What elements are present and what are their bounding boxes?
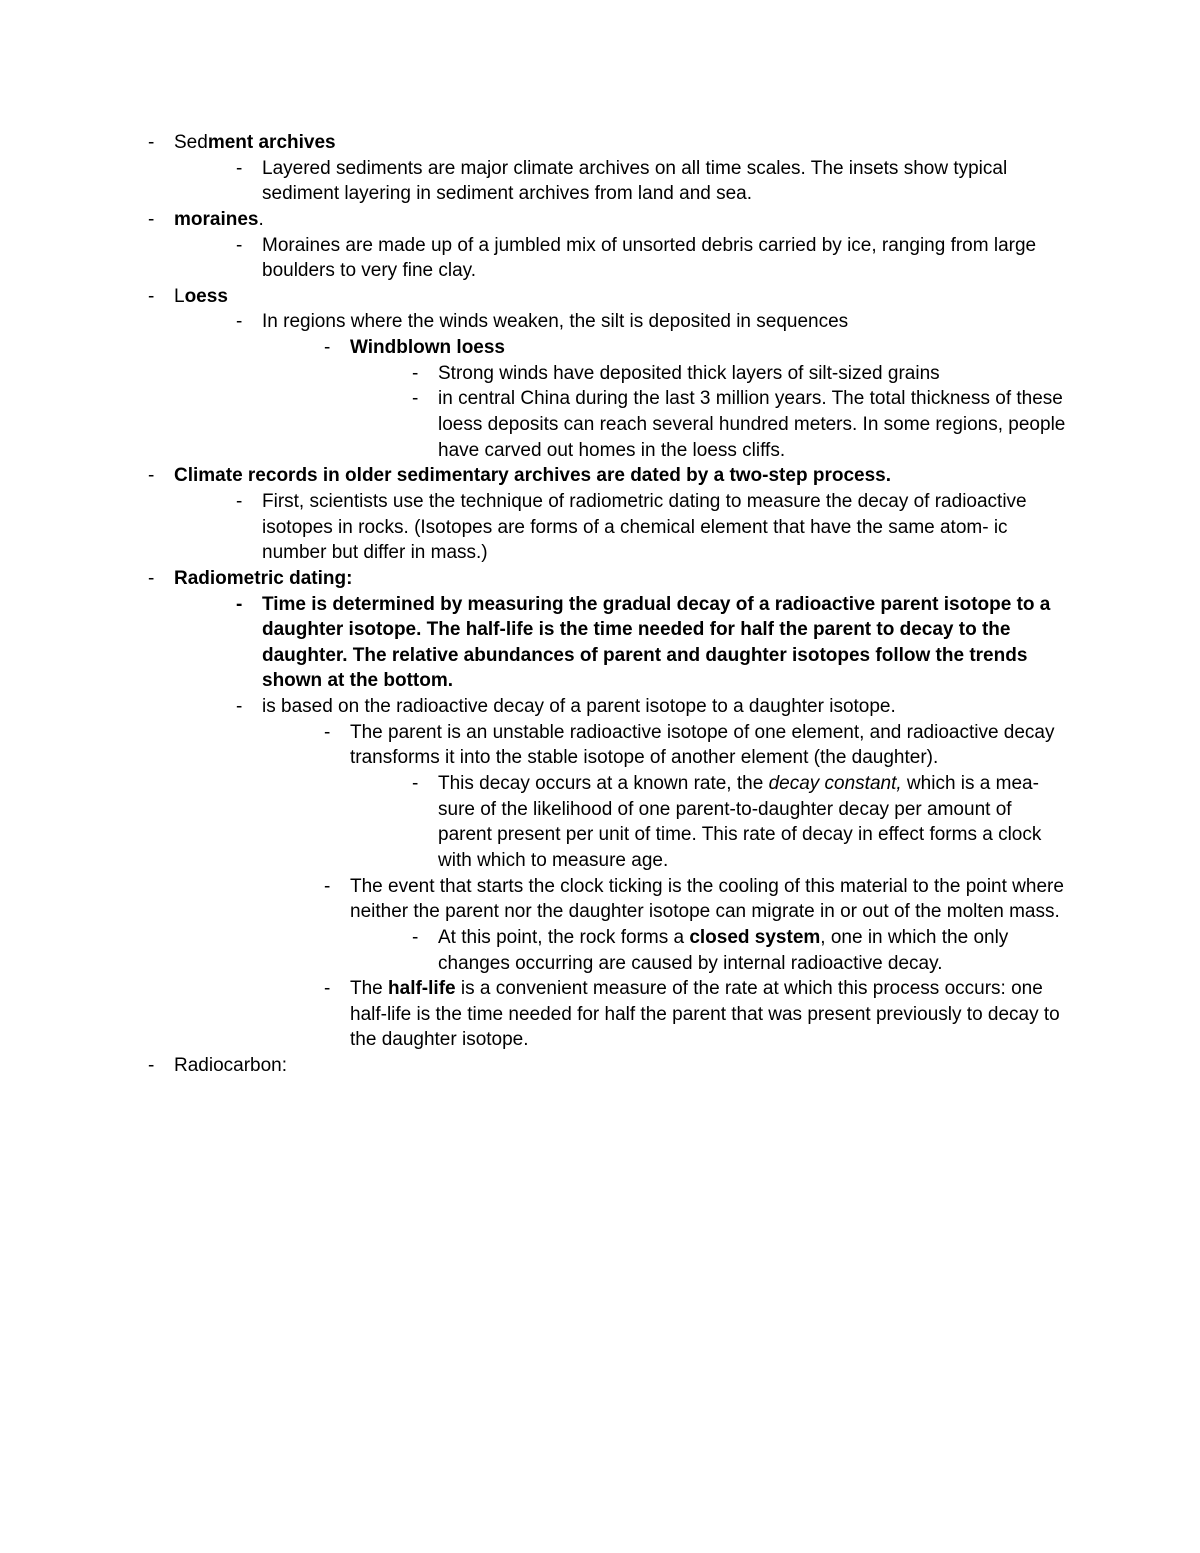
text-decay-pre: This decay occurs at a known rate, the	[438, 773, 769, 794]
item-radiometric: Radiometric dating: Time is determined b…	[130, 566, 1070, 1053]
text-closed-bold: closed system	[689, 927, 820, 948]
text-half-post: is a convenient measure of the rate at w…	[350, 978, 1060, 1050]
text-sed-bold: ment archives	[208, 132, 336, 153]
item-windblown-a: Strong winds have deposited thick layers…	[394, 361, 1070, 387]
document-page: Sedment archives Layered sediments are m…	[0, 0, 1200, 1553]
item-radiocarbon: Radiocarbon:	[130, 1053, 1070, 1079]
item-radiometric-based: is based on the radioactive decay of a p…	[218, 694, 1070, 1053]
text-half-bold: half-life	[388, 978, 456, 999]
item-twostep: Climate records in older sedimentary arc…	[130, 463, 1070, 566]
item-parent-desc: The parent is an unstable radioactive is…	[306, 720, 1070, 874]
text-loess-prefix: L	[174, 286, 185, 307]
text-parent-desc: The parent is an unstable radioactive is…	[350, 722, 1055, 769]
item-windblown-title: Windblown loess Strong winds have deposi…	[306, 335, 1070, 463]
item-radiometric-bold-desc: Time is determined by measuring the grad…	[218, 592, 1070, 695]
text-radiometric-title: Radiometric dating:	[174, 568, 352, 589]
text-loess-bold: oess	[185, 286, 228, 307]
text-windblown-title: Windblown loess	[350, 337, 505, 358]
item-sediment-archives: Sedment archives Layered sediments are m…	[130, 130, 1070, 207]
text-twostep-title: Climate records in older sedimentary arc…	[174, 465, 891, 486]
item-loess-desc: In regions where the winds weaken, the s…	[218, 309, 1070, 463]
item-event-desc: The event that starts the clock ticking …	[306, 874, 1070, 977]
item-twostep-desc: First, scientists use the technique of r…	[218, 489, 1070, 566]
text-event-desc: The event that starts the clock ticking …	[350, 876, 1064, 923]
text-sed-prefix: Sed	[174, 132, 208, 153]
item-closed-system: At this point, the rock forms a closed s…	[394, 925, 1070, 976]
text-closed-pre: At this point, the rock forms a	[438, 927, 689, 948]
item-sediment-desc: Layered sediments are major climate arch…	[218, 156, 1070, 207]
text-moraines-period: .	[258, 209, 263, 230]
item-moraines: moraines. Moraines are made up of a jumb…	[130, 207, 1070, 284]
item-loess: Loess In regions where the winds weaken,…	[130, 284, 1070, 463]
text-decay-italic: decay constant,	[769, 773, 902, 794]
item-half-life: The half-life is a convenient measure of…	[306, 976, 1070, 1053]
text-loess-desc: In regions where the winds weaken, the s…	[262, 311, 848, 332]
item-windblown-b: in central China during the last 3 milli…	[394, 386, 1070, 463]
text-radiometric-based: is based on the radioactive decay of a p…	[262, 696, 896, 717]
outline-root: Sedment archives Layered sediments are m…	[130, 130, 1070, 1079]
item-decay-constant: This decay occurs at a known rate, the d…	[394, 771, 1070, 874]
text-moraines-title: moraines	[174, 209, 258, 230]
item-moraines-desc: Moraines are made up of a jumbled mix of…	[218, 233, 1070, 284]
text-half-pre: The	[350, 978, 388, 999]
